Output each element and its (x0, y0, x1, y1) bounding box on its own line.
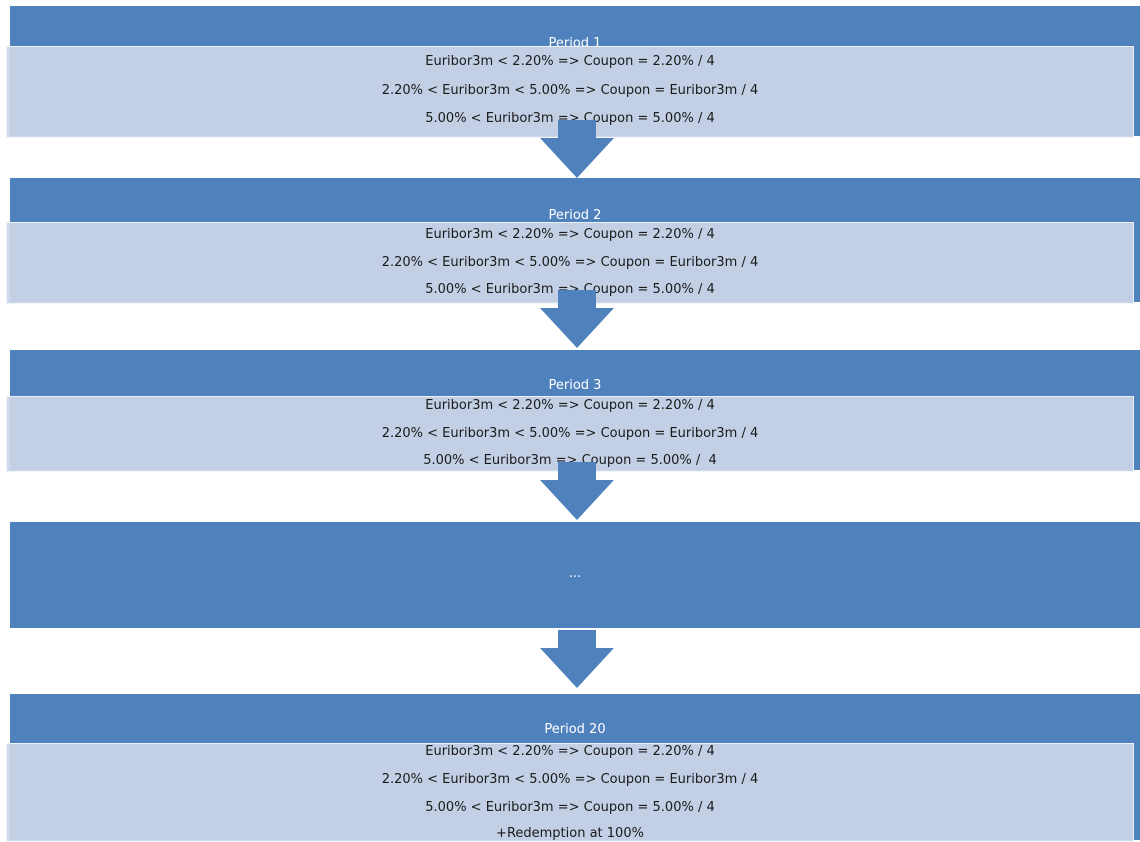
period-2-rule-1: Euribor3m < 2.20% => Coupon = 2.20% / 4 (425, 227, 715, 242)
ellipsis-band: ... (10, 522, 1140, 628)
period-1-rule-3: 5.00% < Euribor3m => Coupon = 5.00% / 4 (425, 111, 715, 126)
down-arrow-icon (540, 120, 614, 180)
down-arrow-icon (540, 290, 614, 350)
period-3-detail-box: Euribor3m < 2.20% => Coupon = 2.20% / 4 … (6, 396, 1134, 472)
period-1-rule-1: Euribor3m < 2.20% => Coupon = 2.20% / 4 (425, 54, 715, 69)
down-arrow-icon (540, 462, 614, 522)
period-3-rule-2: 2.20% < Euribor3m < 5.00% => Coupon = Eu… (381, 426, 759, 441)
period-1-rule-2: 2.20% < Euribor3m < 5.00% => Coupon = Eu… (381, 83, 759, 98)
down-arrow-icon (540, 630, 614, 690)
period-20-rule-3: 5.00% < Euribor3m => Coupon = 5.00% / 4 (425, 800, 715, 815)
period-2-rule-2: 2.20% < Euribor3m < 5.00% => Coupon = Eu… (381, 255, 759, 270)
period-20-rule-2: 2.20% < Euribor3m < 5.00% => Coupon = Eu… (381, 772, 759, 787)
period-20-redemption: +Redemption at 100% (496, 826, 644, 841)
period-20-rule-1: Euribor3m < 2.20% => Coupon = 2.20% / 4 (425, 744, 715, 759)
period-2-rule-3: 5.00% < Euribor3m => Coupon = 5.00% / 4 (425, 282, 715, 297)
period-3-rule-3: 5.00% < Euribor3m => Coupon = 5.00% / 4 (423, 453, 717, 468)
period-3-rule-1: Euribor3m < 2.20% => Coupon = 2.20% / 4 (425, 398, 715, 413)
period-3-label: Period 3 (548, 378, 602, 393)
period-20-label: Period 20 (544, 722, 606, 737)
period-2-label: Period 2 (548, 208, 602, 223)
ellipsis-label: ... (568, 566, 582, 581)
period-20-detail-box: Euribor3m < 2.20% => Coupon = 2.20% / 4 … (6, 743, 1134, 842)
